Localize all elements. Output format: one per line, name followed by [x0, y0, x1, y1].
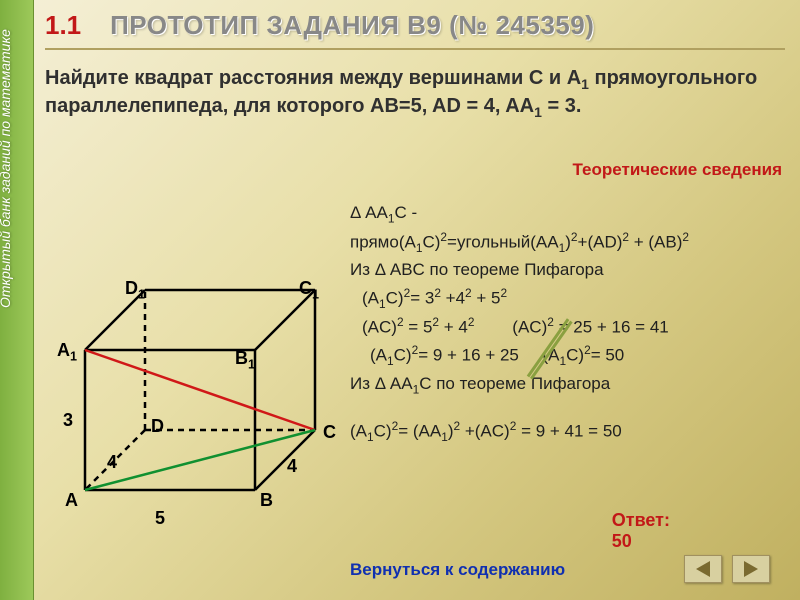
cube-diagram: A B C D A1 B1 C1 D1 3 5 4 4: [55, 230, 345, 530]
vertex-label: D: [151, 416, 164, 437]
solution-block: Δ AA1C - прямо(A1C)2=угольный(AA1)2+(AD)…: [350, 200, 790, 446]
sol-line-6: (A1C)2= 9 + 16 + 25 (A1C)2= 50: [350, 341, 790, 371]
back-link[interactable]: Вернуться к содержанию: [350, 560, 565, 580]
arrow-left-icon: [696, 561, 710, 577]
sol-line-3: Из Δ ABC по теореме Пифагора: [350, 257, 790, 283]
vertex-label: C: [323, 422, 336, 443]
edge-label: 4: [107, 452, 117, 473]
edge-label: 4: [287, 456, 297, 477]
vertex-label: A1: [57, 340, 77, 364]
vertex-label: C1: [299, 278, 319, 302]
vertex-label: B1: [235, 348, 255, 372]
sidebar: Открытый банк заданий по математике: [0, 0, 34, 600]
header-title: ПРОТОТИП ЗАДАНИЯ B9 (№ 245359): [110, 10, 594, 40]
sol-line-5: (AC)2 = 52 + 42 (AC)2 = 25 + 16 = 41: [350, 313, 790, 341]
vertex-label: A: [65, 490, 78, 511]
header-number: 1.1: [45, 10, 81, 40]
sol-line-2: прямо(A1C)2=угольный(AA1)2+(AD)2 + (AB)2: [350, 228, 790, 258]
sol-line-7: Из Δ AA1C по теореме Пифагора: [350, 371, 790, 399]
answer-label: Ответ:: [612, 510, 670, 530]
prev-button[interactable]: [684, 555, 722, 583]
vertex-label: B: [260, 490, 273, 511]
vertex-label: D1: [125, 278, 145, 302]
answer-value: 50: [612, 531, 632, 551]
answer-block: Ответ: 50: [612, 510, 670, 552]
theory-link[interactable]: Теоретические сведения: [573, 160, 782, 180]
cube-svg: [55, 230, 345, 530]
problem-statement: Найдите квадрат расстояния между вершина…: [45, 65, 785, 121]
sol-line-4: (A1C)2= 32 +42 + 52: [350, 284, 790, 314]
sidebar-title: Открытый банк заданий по математике: [0, 29, 13, 308]
arrow-right-icon: [744, 561, 758, 577]
nav-buttons: [684, 555, 770, 583]
header-divider: [45, 48, 785, 50]
next-button[interactable]: [732, 555, 770, 583]
slide-header: 1.1 ПРОТОТИП ЗАДАНИЯ B9 (№ 245359): [45, 10, 594, 41]
edge-label: 3: [63, 410, 73, 431]
edge-label: 5: [155, 508, 165, 529]
sol-line-8: (A1C)2= (AA1)2 +(AC)2 = 9 + 41 = 50: [350, 417, 790, 447]
sol-line-1: Δ AA1C -: [350, 200, 790, 228]
